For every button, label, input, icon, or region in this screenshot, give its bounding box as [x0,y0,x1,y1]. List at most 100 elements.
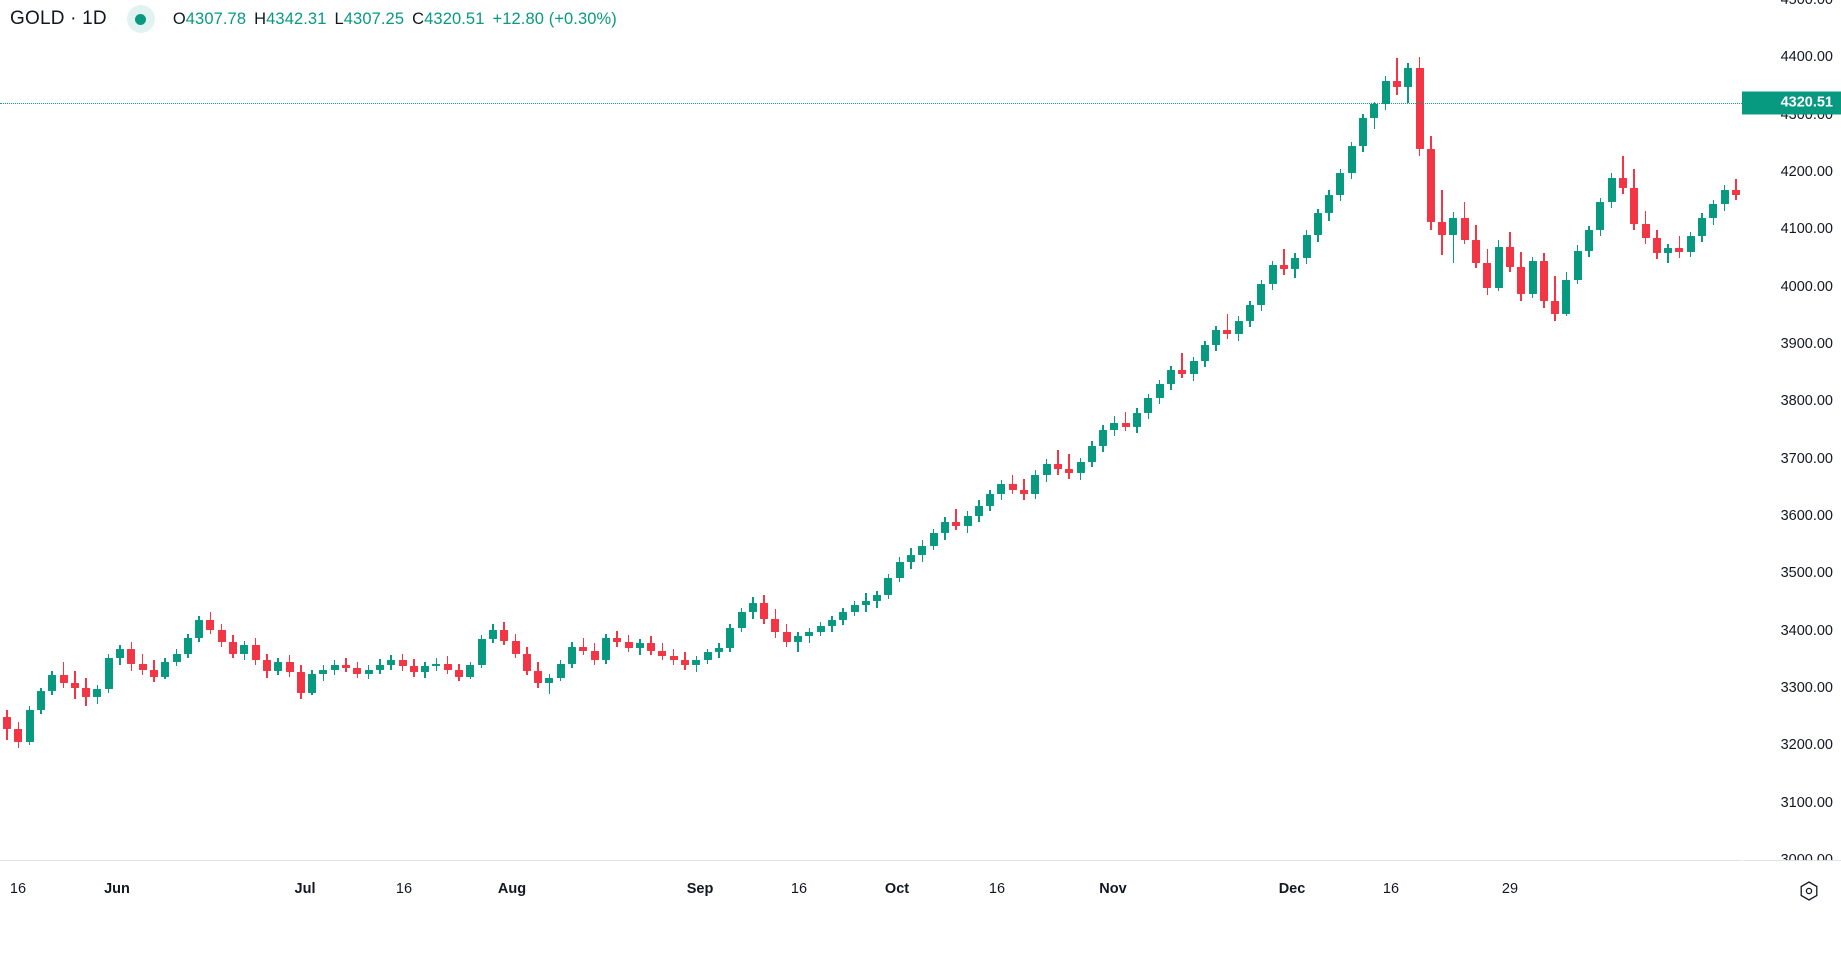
candle-body [1076,461,1085,473]
candle-body [127,649,136,664]
live-dot-inner [135,13,147,25]
candle-wick [62,662,65,688]
candle-body [387,660,396,666]
candle-body [963,516,972,527]
candle-body [1720,190,1729,204]
candle-body [1517,266,1526,294]
price-axis-tick: 4100.00 [1780,221,1833,238]
chart-plot-area[interactable] [0,0,1742,860]
candle-body [443,663,452,670]
symbol-title[interactable]: GOLD · 1D [10,8,107,29]
candle-body [1573,251,1582,280]
price-axis-tick: 3800.00 [1780,393,1833,410]
candle-wick [1452,212,1455,263]
price-axis-tick: 3300.00 [1780,680,1833,696]
candle-body [477,639,486,666]
candle-body [635,643,644,648]
candle-wick [1023,478,1025,500]
candle-body [285,662,294,672]
time-axis-label: 16 [395,881,413,897]
price-change: +12.80 (+0.30%) [492,9,617,28]
candle-body [1099,430,1108,447]
candle-body [748,603,757,613]
candle-body [116,649,124,659]
candle-body [1630,188,1639,224]
candle-wick [1554,276,1556,322]
price-axis-tick: 3000.00 [1780,852,1833,860]
candle-body [1392,81,1401,88]
current-price-badge: 4320.51 [1742,91,1841,115]
candle-body [545,677,554,684]
time-axis-label: Jun [104,881,130,897]
candle-body [681,660,689,666]
candle-body [206,620,215,630]
time-axis-label: 16 [9,881,27,897]
candle-body [1404,67,1413,88]
ohlc-close-value: 4320.51 [424,9,485,28]
candle-body [1178,369,1187,374]
candle-body [500,629,509,641]
candle-body [726,627,735,648]
candle-body [1166,369,1175,385]
candle-body [375,665,384,670]
candle-body [1731,190,1740,195]
candle-body [1053,464,1062,469]
ohlc-values: O4307.78 H4342.31 L4307.25 C4320.51 +12.80 (… [173,10,617,29]
candle-body [1494,246,1503,288]
candle-body [138,663,147,670]
candle-body [409,666,418,672]
candle-body [782,631,791,643]
candle-body [997,484,1006,495]
candle-wick [1068,454,1070,479]
price-axis[interactable]: 4500.00 4400.00 4300.00 4200.00 4100.00 4000.… [1742,0,1841,860]
time-axis-label: 16 [988,881,1006,897]
candle-body [319,669,328,674]
axis-separator-horizontal [0,860,1841,861]
candle-body [274,662,283,671]
candle-body [1121,423,1130,428]
candle-body [556,663,565,678]
candle-body [70,683,79,688]
candle-body [1110,423,1119,430]
candle-body [771,619,780,632]
candle-body [455,669,463,677]
candle-body [1200,345,1209,362]
candle-body [59,675,68,684]
candle-body [1449,217,1458,236]
live-dot-icon [126,5,155,33]
price-axis-tick: 3100.00 [1780,794,1833,811]
candle-body [1291,258,1300,270]
candle-body [1279,264,1288,270]
candle-body [1675,247,1684,253]
candle-body [229,642,237,654]
candle-body [104,658,113,690]
candle-body [1336,173,1345,195]
candle-body [647,643,656,651]
candle-body [149,669,158,677]
time-axis-label: 16 [790,881,808,897]
candle-body [1212,329,1221,346]
price-axis-tick: 3900.00 [1780,336,1833,352]
time-axis-label: Dec [1278,881,1306,897]
candle-body [14,729,23,743]
candle-body [918,545,927,555]
candle-wick [345,658,347,672]
candle-body [1472,239,1480,263]
candle-body [1641,223,1650,238]
candle-body [1008,484,1017,491]
candle-body [1065,468,1074,473]
candle-body [240,645,249,654]
candle-body [714,647,723,653]
axis-settings-hexagon-icon[interactable] [1795,877,1823,905]
candle-body [601,637,610,661]
candle-body [1189,361,1198,374]
candle-body [1562,279,1571,315]
candle-body [1607,177,1616,202]
candle-body [1438,222,1447,236]
candle-body [25,709,34,743]
candle-body [82,688,91,697]
candle-body [251,645,260,661]
candle-body [466,665,475,677]
candle-body [895,561,904,578]
time-axis[interactable]: 16 Jun Jul 16 Aug Sep 16 Oct 16 Nov Dec 16 29 [0,861,1742,962]
